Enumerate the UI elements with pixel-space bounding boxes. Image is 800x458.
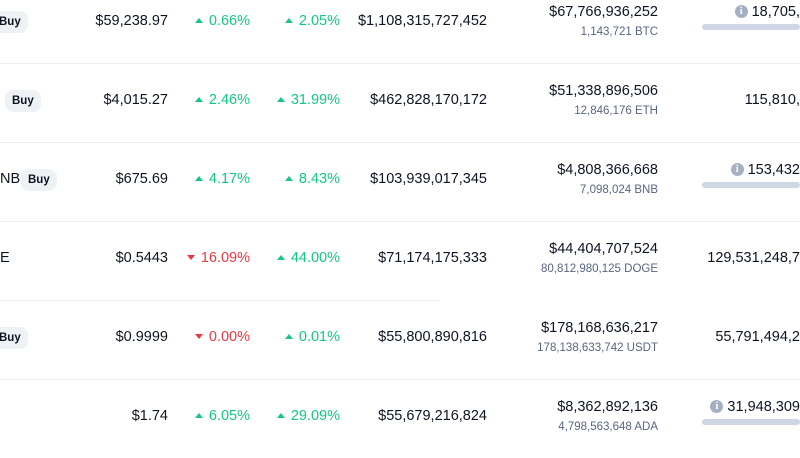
volume-usd: $178,168,636,217 bbox=[541, 320, 658, 336]
table-row[interactable]: NB Buy $675.69 4.17% 8.43% $103,939,017,345 $4… bbox=[0, 140, 800, 219]
supply-value: 18,705, bbox=[751, 4, 800, 20]
market-cap: $1,108,315,727,452 bbox=[357, 13, 487, 29]
buy-button[interactable]: Buy bbox=[21, 169, 57, 191]
table-row[interactable]: Buy $59,238.97 0.66% 2.05% $1,108,315,727,45… bbox=[0, 0, 800, 61]
coin-ticker: NB bbox=[0, 171, 21, 187]
circulating-supply: 129,531,248,7 bbox=[707, 250, 800, 266]
caret-up-icon bbox=[194, 175, 203, 181]
change-1h-value: 0.00% bbox=[208, 329, 250, 345]
change-24h-value: 2.05% bbox=[298, 13, 340, 29]
table-row[interactable]: Buy $0.9999 0.00% 0.01% $55,800,890,816 $178,… bbox=[0, 298, 800, 377]
row-divider bbox=[0, 300, 440, 301]
change-24h: 0.01% bbox=[284, 329, 340, 345]
price: $1.74 bbox=[131, 408, 168, 424]
buy-button[interactable]: Buy bbox=[5, 90, 41, 112]
market-cap: $103,939,017,345 bbox=[370, 171, 487, 187]
volume-coin: 1,143,721 BTC bbox=[580, 26, 658, 38]
caret-up-icon bbox=[194, 17, 203, 23]
caret-up-icon bbox=[284, 333, 293, 339]
caret-up-icon bbox=[194, 96, 203, 102]
volume-usd: $4,808,366,668 bbox=[557, 162, 658, 178]
row-divider bbox=[0, 379, 800, 380]
change-24h-value: 0.01% bbox=[298, 329, 340, 345]
volume-coin: 178,138,633,742 USDT bbox=[537, 342, 658, 354]
caret-up-icon bbox=[276, 96, 285, 102]
change-24h: 2.05% bbox=[284, 13, 340, 29]
supply-value: 115,810, bbox=[744, 92, 800, 108]
table-row[interactable]: E $0.5443 16.09% 44.00% $71,174,175,333 $44,4… bbox=[0, 219, 800, 298]
coin-ticker: E bbox=[0, 250, 10, 266]
caret-up-icon bbox=[194, 412, 203, 418]
supply-progress-bar bbox=[702, 182, 800, 188]
supply-value: 31,948,309 bbox=[727, 399, 800, 415]
info-icon[interactable]: i bbox=[710, 399, 724, 413]
price: $675.69 bbox=[115, 171, 168, 187]
change-24h: 44.00% bbox=[276, 250, 340, 266]
supply-value: 153,432 bbox=[747, 162, 800, 178]
volume-usd: $67,766,936,252 bbox=[549, 4, 658, 20]
volume-usd: $51,338,896,506 bbox=[549, 83, 658, 99]
caret-up-icon bbox=[276, 254, 285, 260]
market-cap: $462,828,170,172 bbox=[370, 92, 487, 108]
row-divider bbox=[0, 63, 800, 64]
supply-value: 55,791,494,2 bbox=[715, 329, 800, 345]
circulating-supply: i 31,948,309 bbox=[710, 399, 800, 415]
price: $59,238.97 bbox=[95, 13, 168, 29]
change-24h-value: 44.00% bbox=[290, 250, 340, 266]
change-24h: 31.99% bbox=[276, 92, 340, 108]
price: $4,015.27 bbox=[103, 92, 168, 108]
supply-value: 129,531,248,7 bbox=[707, 250, 800, 266]
change-24h-value: 29.09% bbox=[290, 408, 340, 424]
supply-progress-bar bbox=[702, 24, 800, 30]
caret-down-icon bbox=[194, 333, 203, 339]
circulating-supply: i 18,705, bbox=[734, 4, 800, 20]
change-1h-value: 0.66% bbox=[208, 13, 250, 29]
change-1h: 0.00% bbox=[194, 329, 250, 345]
table-row[interactable]: $1.74 6.05% 29.09% $55,679,216,824 $8,362,89… bbox=[0, 377, 800, 456]
info-icon[interactable]: i bbox=[730, 162, 744, 176]
change-24h-value: 8.43% bbox=[298, 171, 340, 187]
circulating-supply: i 153,432 bbox=[730, 162, 800, 178]
volume-coin: 80,812,980,125 DOGE bbox=[541, 263, 658, 275]
volume-usd: $44,404,707,524 bbox=[549, 241, 658, 257]
row-divider bbox=[0, 142, 800, 143]
price: $0.9999 bbox=[115, 329, 168, 345]
caret-up-icon bbox=[284, 175, 293, 181]
change-1h-value: 2.46% bbox=[208, 92, 250, 108]
change-1h: 0.66% bbox=[194, 13, 250, 29]
market-cap: $55,800,890,816 bbox=[378, 329, 487, 345]
change-1h-value: 16.09% bbox=[200, 250, 250, 266]
change-24h-value: 31.99% bbox=[290, 92, 340, 108]
change-1h: 16.09% bbox=[186, 250, 250, 266]
change-24h: 8.43% bbox=[284, 171, 340, 187]
market-cap: $71,174,175,333 bbox=[378, 250, 487, 266]
caret-down-icon bbox=[186, 254, 195, 260]
change-1h-value: 4.17% bbox=[208, 171, 250, 187]
price: $0.5443 bbox=[115, 250, 168, 266]
change-1h-value: 6.05% bbox=[208, 408, 250, 424]
volume-coin: 4,798,563,648 ADA bbox=[558, 421, 658, 433]
caret-up-icon bbox=[284, 17, 293, 23]
circulating-supply: 115,810, bbox=[745, 92, 800, 108]
change-1h: 2.46% bbox=[194, 92, 250, 108]
supply-progress-bar bbox=[702, 419, 800, 425]
change-24h: 29.09% bbox=[276, 408, 340, 424]
info-icon[interactable]: i bbox=[734, 4, 748, 18]
caret-up-icon bbox=[276, 412, 285, 418]
buy-button[interactable]: Buy bbox=[0, 11, 28, 33]
volume-usd: $8,362,892,136 bbox=[557, 399, 658, 415]
table-row[interactable]: Buy $4,015.27 2.46% 31.99% $462,828,170,172 $… bbox=[0, 61, 800, 140]
circulating-supply: 55,791,494,2 bbox=[715, 329, 800, 345]
buy-button[interactable]: Buy bbox=[0, 327, 28, 349]
volume-coin: 7,098,024 BNB bbox=[579, 184, 658, 196]
market-cap: $55,679,216,824 bbox=[378, 408, 487, 424]
volume-coin: 12,846,176 ETH bbox=[574, 105, 658, 117]
change-1h: 6.05% bbox=[194, 408, 250, 424]
change-1h: 4.17% bbox=[194, 171, 250, 187]
row-divider bbox=[0, 221, 800, 222]
